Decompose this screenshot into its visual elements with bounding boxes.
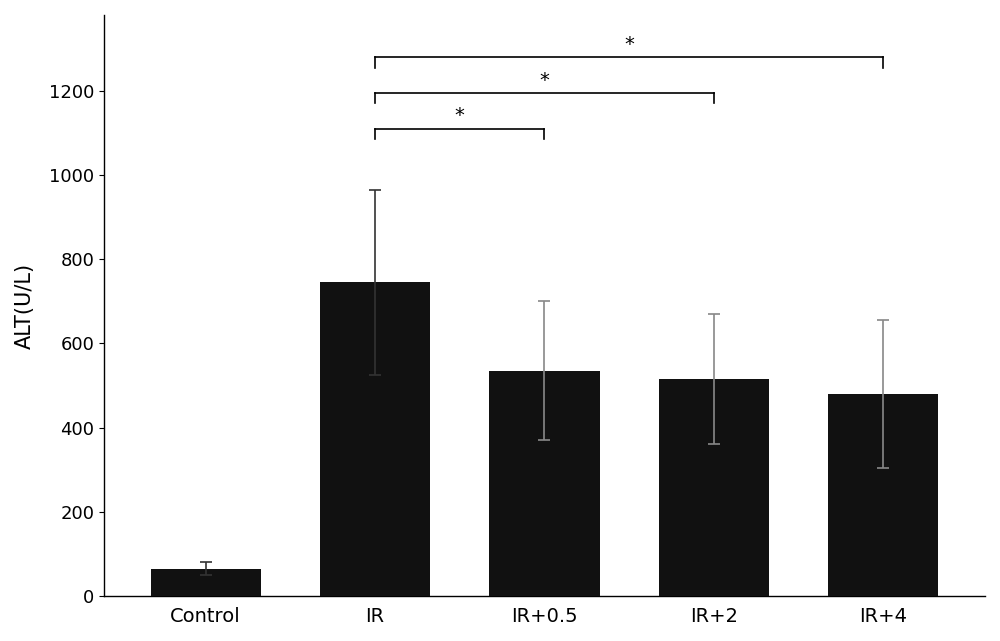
Y-axis label: ALT(U/L): ALT(U/L) (15, 262, 35, 349)
Bar (659, 379, 769, 596)
Bar (828, 394, 938, 596)
Text: *: * (455, 106, 465, 125)
Bar (320, 282, 430, 596)
Bar (151, 569, 261, 596)
Text: *: * (540, 71, 549, 90)
Text: *: * (624, 35, 634, 54)
Bar (489, 370, 600, 596)
